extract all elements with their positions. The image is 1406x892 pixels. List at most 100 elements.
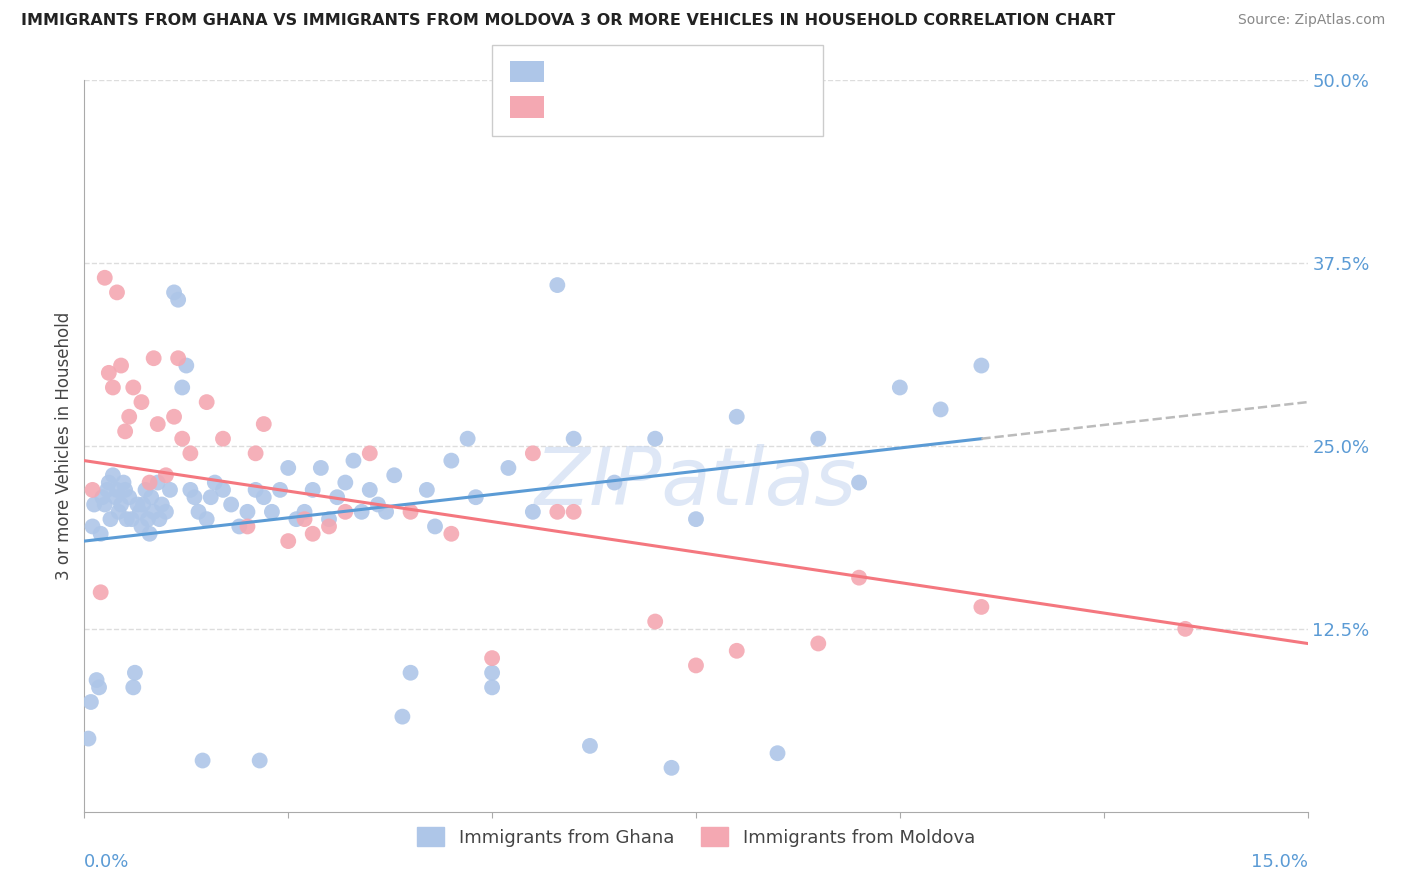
Text: 15.0%: 15.0%	[1250, 854, 1308, 871]
Text: Source: ZipAtlas.com: Source: ZipAtlas.com	[1237, 13, 1385, 28]
Point	[110, 498, 132, 512]
Text: IMMIGRANTS FROM GHANA VS IMMIGRANTS FROM MOLDOVA 3 OR MORE VEHICLES IN HOUSEHOLD: IMMIGRANTS FROM GHANA VS IMMIGRANTS FROM…	[21, 13, 1115, 29]
Point	[236, 505, 259, 519]
Point	[970, 359, 993, 373]
Point	[159, 483, 181, 497]
Point	[546, 278, 568, 293]
Point	[219, 498, 242, 512]
Point	[167, 351, 190, 366]
Point	[807, 432, 830, 446]
Point	[183, 490, 205, 504]
Point	[132, 498, 155, 512]
Point	[301, 483, 323, 497]
Point	[301, 526, 323, 541]
Point	[350, 505, 373, 519]
Point	[464, 490, 486, 504]
Point	[326, 490, 349, 504]
Point	[807, 636, 830, 650]
Point	[131, 519, 153, 533]
Point	[195, 512, 218, 526]
Point	[97, 475, 120, 490]
Point	[318, 519, 340, 533]
Point	[90, 526, 112, 541]
Point	[163, 285, 186, 300]
Point	[148, 512, 170, 526]
Point	[155, 505, 177, 519]
Point	[115, 512, 138, 526]
Point	[138, 526, 160, 541]
Point	[87, 681, 110, 695]
Point	[150, 498, 173, 512]
Point	[562, 505, 585, 519]
Point	[848, 571, 870, 585]
Text: R =: R =	[555, 60, 600, 79]
Text: ZIPatlas: ZIPatlas	[534, 443, 858, 522]
Point	[546, 505, 568, 519]
Point	[110, 359, 132, 373]
Point	[101, 468, 124, 483]
Point	[228, 519, 250, 533]
Point	[138, 475, 160, 490]
Point	[359, 483, 381, 497]
Point	[127, 498, 149, 512]
Text: N =: N =	[654, 60, 713, 79]
Point	[77, 731, 100, 746]
Point	[889, 380, 911, 394]
Point	[335, 505, 357, 519]
Point	[382, 468, 405, 483]
Point	[285, 512, 308, 526]
Point	[391, 709, 413, 723]
Point	[294, 505, 316, 519]
Point	[96, 483, 118, 497]
Point	[685, 658, 707, 673]
Point	[294, 512, 316, 526]
Point	[146, 475, 169, 490]
Point	[107, 505, 129, 519]
Point	[457, 432, 479, 446]
Point	[97, 366, 120, 380]
Point	[970, 599, 993, 614]
Point	[142, 351, 165, 366]
Point	[848, 475, 870, 490]
Point	[766, 746, 789, 760]
Legend: Immigrants from Ghana, Immigrants from Moldova: Immigrants from Ghana, Immigrants from M…	[411, 820, 981, 854]
Point	[212, 483, 235, 497]
Point	[335, 475, 357, 490]
Point	[399, 505, 422, 519]
Point	[399, 665, 422, 680]
Point	[253, 490, 276, 504]
Point	[249, 754, 271, 768]
Point	[929, 402, 952, 417]
Point	[342, 453, 364, 467]
Point	[644, 615, 666, 629]
Point	[90, 585, 112, 599]
Point	[100, 512, 122, 526]
Point	[124, 665, 146, 680]
Point	[114, 425, 136, 439]
Point	[204, 475, 226, 490]
Point	[155, 468, 177, 483]
Point	[105, 483, 128, 497]
Point	[104, 490, 127, 504]
Point	[191, 754, 214, 768]
Point	[661, 761, 683, 775]
Point	[91, 490, 114, 504]
Point	[277, 461, 299, 475]
Point	[481, 665, 503, 680]
Text: R =: R =	[555, 95, 600, 115]
Point	[172, 380, 194, 394]
Point	[93, 498, 115, 512]
Point	[174, 359, 197, 373]
Point	[260, 505, 283, 519]
Point	[423, 519, 446, 533]
Point	[114, 483, 136, 497]
Point	[440, 453, 463, 467]
Point	[121, 512, 143, 526]
Point	[685, 512, 707, 526]
Text: 0.0%: 0.0%	[84, 854, 129, 871]
Point	[141, 490, 163, 504]
Point	[179, 483, 201, 497]
Text: N =: N =	[654, 95, 713, 115]
Point	[135, 483, 157, 497]
Point	[725, 644, 748, 658]
